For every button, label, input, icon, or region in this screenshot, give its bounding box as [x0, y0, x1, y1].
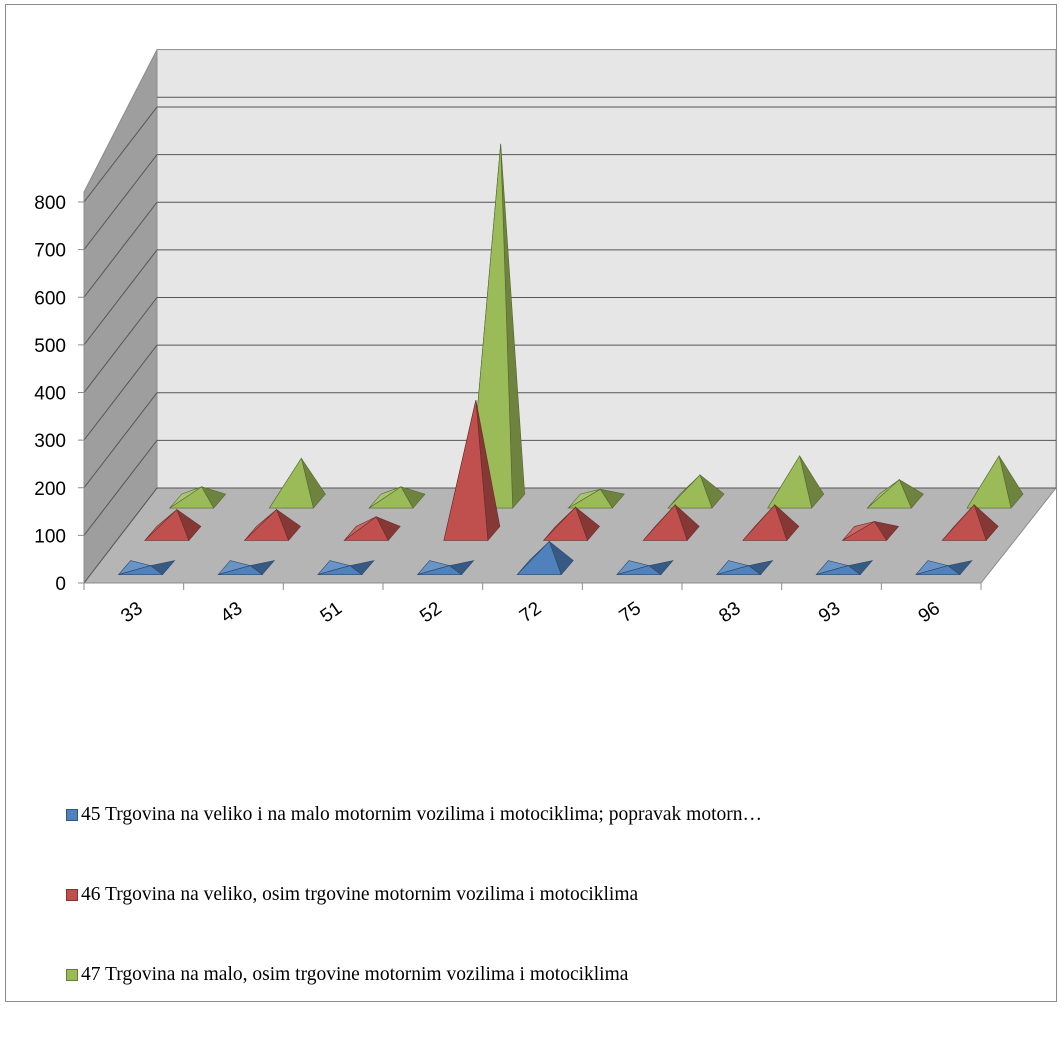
pyramid-mark: [841, 521, 888, 541]
pyramid-mark: [816, 565, 862, 575]
gridline-side: [83, 487, 158, 584]
y-tick-label: 800: [34, 193, 66, 214]
gridline-side: [83, 106, 158, 203]
chart-legend: 45 Trgovina na veliko i na malo motornim…: [66, 803, 1056, 1043]
legend-label-series-45: 45 Trgovina na veliko i na malo motornim…: [81, 804, 762, 825]
legend-label-series-47: 47 Trgovina na malo, osim trgovine motor…: [81, 964, 629, 985]
pyramid-mark: [443, 399, 489, 541]
pyramid-mark: [966, 455, 1012, 509]
pyramid-mark: [667, 474, 713, 509]
pyramid-mark: [915, 565, 961, 575]
x-tick-label: 43: [217, 598, 246, 627]
pyramid-mark: [144, 509, 190, 541]
gridline-side: [83, 249, 158, 346]
back-wall: [156, 49, 1057, 489]
x-tick-label: 52: [416, 598, 445, 627]
y-tick-label: 0: [55, 574, 66, 595]
pyramid-mark: [168, 486, 215, 509]
y-tick-label: 400: [34, 384, 66, 405]
pyramid-mark: [767, 455, 813, 509]
y-tick-label: 700: [34, 241, 66, 262]
x-tick-label: 33: [117, 598, 146, 627]
pyramid-mark: [243, 509, 289, 541]
pyramid-mark: [567, 488, 613, 509]
gridline-side: [83, 392, 158, 489]
pyramid-mark: [742, 504, 788, 541]
pyramid-mark: [368, 486, 414, 509]
pyramid-mark: [417, 565, 463, 575]
y-tick-label: 200: [34, 479, 66, 500]
x-tick-label: 93: [815, 598, 844, 627]
pyramid-mark: [616, 565, 662, 575]
legend-label-series-46: 46 Trgovina na veliko, osim trgovine mot…: [81, 884, 639, 905]
legend-swatch-series-46: [66, 889, 78, 901]
pyramid-mark: [317, 565, 363, 575]
legend-swatch-series-47: [66, 969, 78, 981]
x-tick-label: 51: [317, 598, 346, 627]
gridline-side: [83, 154, 158, 250]
pyramid-mark: [268, 457, 314, 509]
pyramid-mark: [516, 540, 562, 575]
pyramid-mark: [716, 565, 762, 575]
y-tick-label: 100: [34, 526, 66, 547]
chart-frame: 0 100 200 300 400 500 600 700 800 33 43 51 52 72 75 83 9…: [5, 4, 1058, 1002]
gridline-side: [83, 201, 158, 298]
y-tick-label: 300: [34, 431, 66, 452]
y-tick-label: 500: [34, 336, 66, 357]
x-tick-label: 75: [616, 598, 645, 627]
legend-item-series-45: 45 Trgovina na veliko i na malo motornim…: [66, 803, 1056, 827]
legend-item-series-47: 47 Trgovina na malo, osim trgovine motor…: [66, 963, 1056, 987]
gridline-side: [83, 297, 158, 393]
pyramid-mark: [642, 504, 688, 541]
gridline-side: [83, 344, 158, 441]
legend-item-series-46: 46 Trgovina na veliko, osim trgovine mot…: [66, 883, 1056, 907]
pyramid-mark: [866, 479, 912, 509]
x-tick-label: 96: [915, 598, 944, 627]
legend-swatch-series-45: [66, 809, 78, 821]
gridline-side: [83, 440, 158, 536]
pyramid-mark: [218, 565, 264, 575]
x-tick-label: 72: [516, 598, 545, 627]
pyramid-chart: 0 100 200 300 400 500 600 700 800 33 43 51 52 72 75 83 9…: [34, 49, 1058, 627]
y-tick-label: 600: [34, 288, 66, 309]
pyramid-mark: [118, 565, 164, 575]
pyramid-mark: [542, 506, 588, 541]
pyramid-mark: [343, 516, 389, 541]
pyramid-mark: [941, 504, 987, 541]
x-tick-label: 83: [715, 598, 744, 627]
